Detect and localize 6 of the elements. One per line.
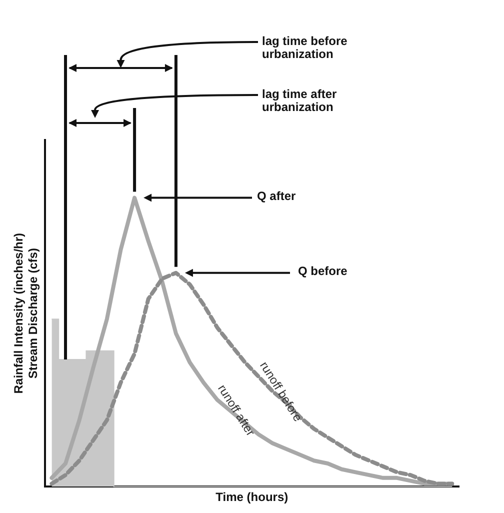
- y-axis-title: Rainfall Intensity (inches/hr) Stream Discharge (cfs): [12, 232, 40, 394]
- annotation: Q before: [298, 264, 348, 278]
- annotation: Q after: [257, 188, 296, 203]
- text: lag time before urbanization: [262, 34, 348, 61]
- text: lag time after urbanization: [262, 87, 338, 114]
- x-axis-title: Time (hours): [216, 490, 288, 504]
